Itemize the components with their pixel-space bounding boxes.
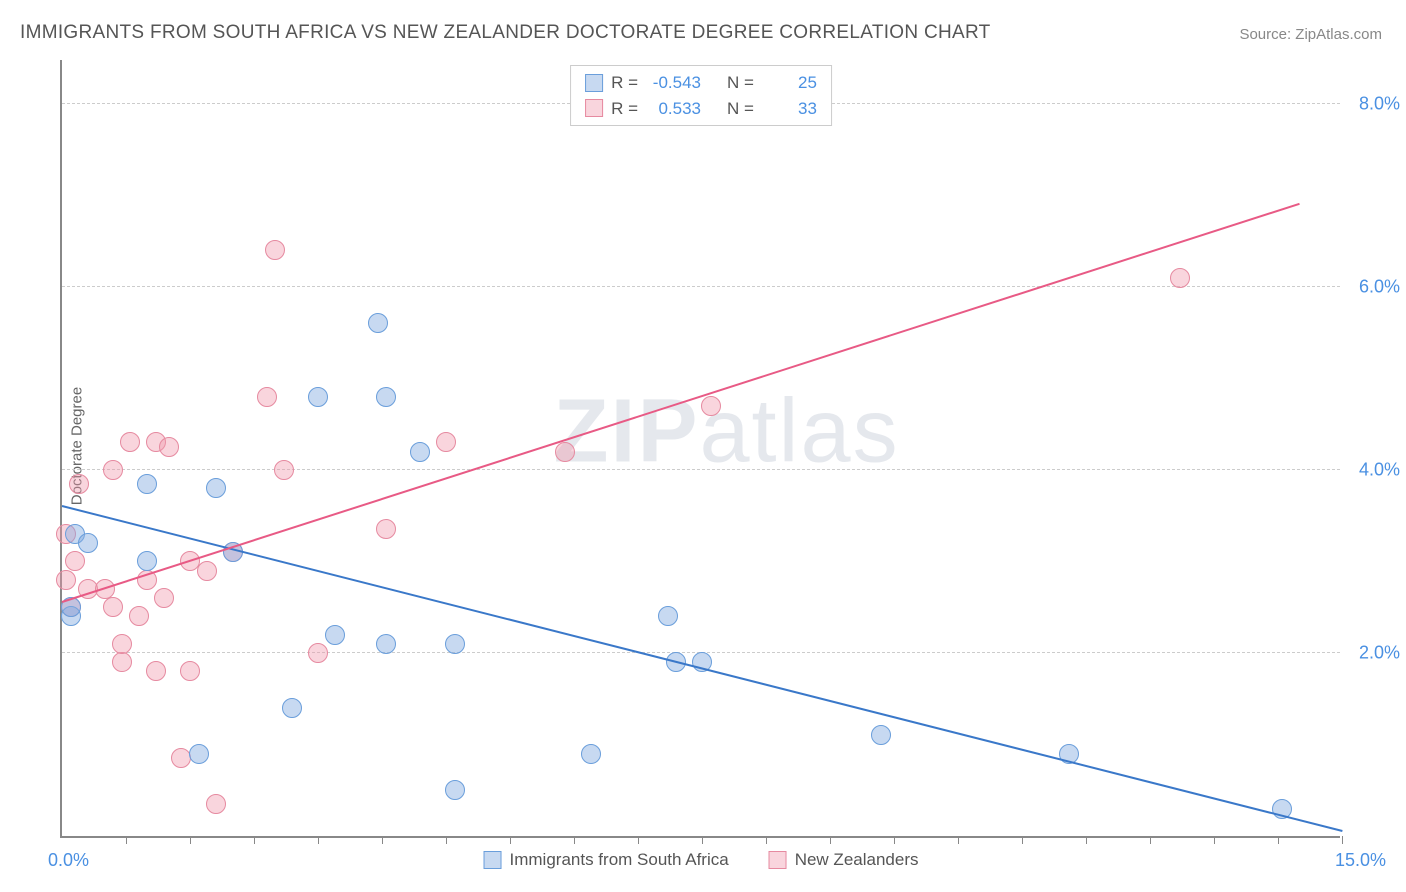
data-point-blue: [137, 474, 157, 494]
x-tick: [318, 836, 319, 844]
regression-line-blue: [62, 505, 1342, 832]
legend-series: Immigrants from South Africa New Zealand…: [484, 850, 919, 870]
data-point-pink: [257, 387, 277, 407]
x-tick: [126, 836, 127, 844]
n-value-pink: 33: [762, 96, 817, 122]
data-point-pink: [154, 588, 174, 608]
r-value-blue: -0.543: [646, 70, 701, 96]
chart-title: IMMIGRANTS FROM SOUTH AFRICA VS NEW ZEAL…: [20, 22, 991, 44]
data-point-blue: [445, 634, 465, 654]
x-tick: [1342, 836, 1343, 844]
data-point-blue: [368, 313, 388, 333]
swatch-pink: [769, 851, 787, 869]
x-tick: [1150, 836, 1151, 844]
data-point-pink: [56, 570, 76, 590]
data-point-pink: [159, 437, 179, 457]
legend-stats: R = -0.543 N = 25 R = 0.533 N = 33: [570, 65, 832, 126]
regression-line-pink: [62, 203, 1300, 603]
data-point-blue: [325, 625, 345, 645]
gridline: [62, 469, 1340, 470]
x-tick: [766, 836, 767, 844]
x-tick: [446, 836, 447, 844]
data-point-pink: [197, 561, 217, 581]
data-point-pink: [180, 661, 200, 681]
data-point-pink: [436, 432, 456, 452]
swatch-blue: [484, 851, 502, 869]
y-tick-label: 2.0%: [1359, 642, 1400, 663]
data-point-pink: [103, 597, 123, 617]
x-tick-min: 0.0%: [48, 850, 89, 871]
data-point-blue: [445, 780, 465, 800]
data-point-pink: [1170, 268, 1190, 288]
legend-stats-row-pink: R = 0.533 N = 33: [585, 96, 817, 122]
swatch-blue: [585, 74, 603, 92]
legend-stats-row-blue: R = -0.543 N = 25: [585, 70, 817, 96]
data-point-blue: [78, 533, 98, 553]
n-value-blue: 25: [762, 70, 817, 96]
data-point-pink: [120, 432, 140, 452]
x-tick: [638, 836, 639, 844]
y-tick-label: 6.0%: [1359, 276, 1400, 297]
data-point-pink: [308, 643, 328, 663]
data-point-pink: [69, 474, 89, 494]
swatch-pink: [585, 99, 603, 117]
legend-label-pink: New Zealanders: [795, 850, 919, 870]
data-point-pink: [701, 396, 721, 416]
data-point-blue: [308, 387, 328, 407]
data-point-pink: [65, 551, 85, 571]
r-label: R =: [611, 96, 638, 122]
x-tick-max: 15.0%: [1335, 850, 1386, 871]
data-point-pink: [146, 661, 166, 681]
x-tick: [510, 836, 511, 844]
data-point-blue: [282, 698, 302, 718]
x-tick: [1022, 836, 1023, 844]
plot-area: ZIPatlas R = -0.543 N = 25 R = 0.533 N =…: [60, 60, 1340, 838]
x-tick: [1086, 836, 1087, 844]
data-point-pink: [555, 442, 575, 462]
data-point-blue: [376, 634, 396, 654]
x-tick: [702, 836, 703, 844]
legend-item-pink: New Zealanders: [769, 850, 919, 870]
data-point-pink: [265, 240, 285, 260]
legend-label-blue: Immigrants from South Africa: [510, 850, 729, 870]
gridline: [62, 286, 1340, 287]
x-tick: [830, 836, 831, 844]
y-tick-label: 4.0%: [1359, 459, 1400, 480]
y-tick-label: 8.0%: [1359, 93, 1400, 114]
x-tick: [894, 836, 895, 844]
data-point-pink: [206, 794, 226, 814]
data-point-pink: [112, 652, 132, 672]
x-tick: [574, 836, 575, 844]
data-point-pink: [129, 606, 149, 626]
x-tick: [190, 836, 191, 844]
data-point-pink: [274, 460, 294, 480]
r-value-pink: 0.533: [646, 96, 701, 122]
data-point-blue: [871, 725, 891, 745]
data-point-blue: [410, 442, 430, 462]
data-point-pink: [103, 460, 123, 480]
data-point-blue: [189, 744, 209, 764]
x-tick: [958, 836, 959, 844]
legend-item-blue: Immigrants from South Africa: [484, 850, 729, 870]
data-point-pink: [376, 519, 396, 539]
x-tick: [1278, 836, 1279, 844]
data-point-blue: [206, 478, 226, 498]
n-label: N =: [727, 70, 754, 96]
x-tick: [382, 836, 383, 844]
data-point-blue: [137, 551, 157, 571]
data-point-blue: [581, 744, 601, 764]
data-point-blue: [658, 606, 678, 626]
data-point-blue: [376, 387, 396, 407]
source-label: Source: ZipAtlas.com: [1239, 26, 1382, 43]
x-tick: [254, 836, 255, 844]
data-point-pink: [112, 634, 132, 654]
x-tick: [1214, 836, 1215, 844]
n-label: N =: [727, 96, 754, 122]
r-label: R =: [611, 70, 638, 96]
